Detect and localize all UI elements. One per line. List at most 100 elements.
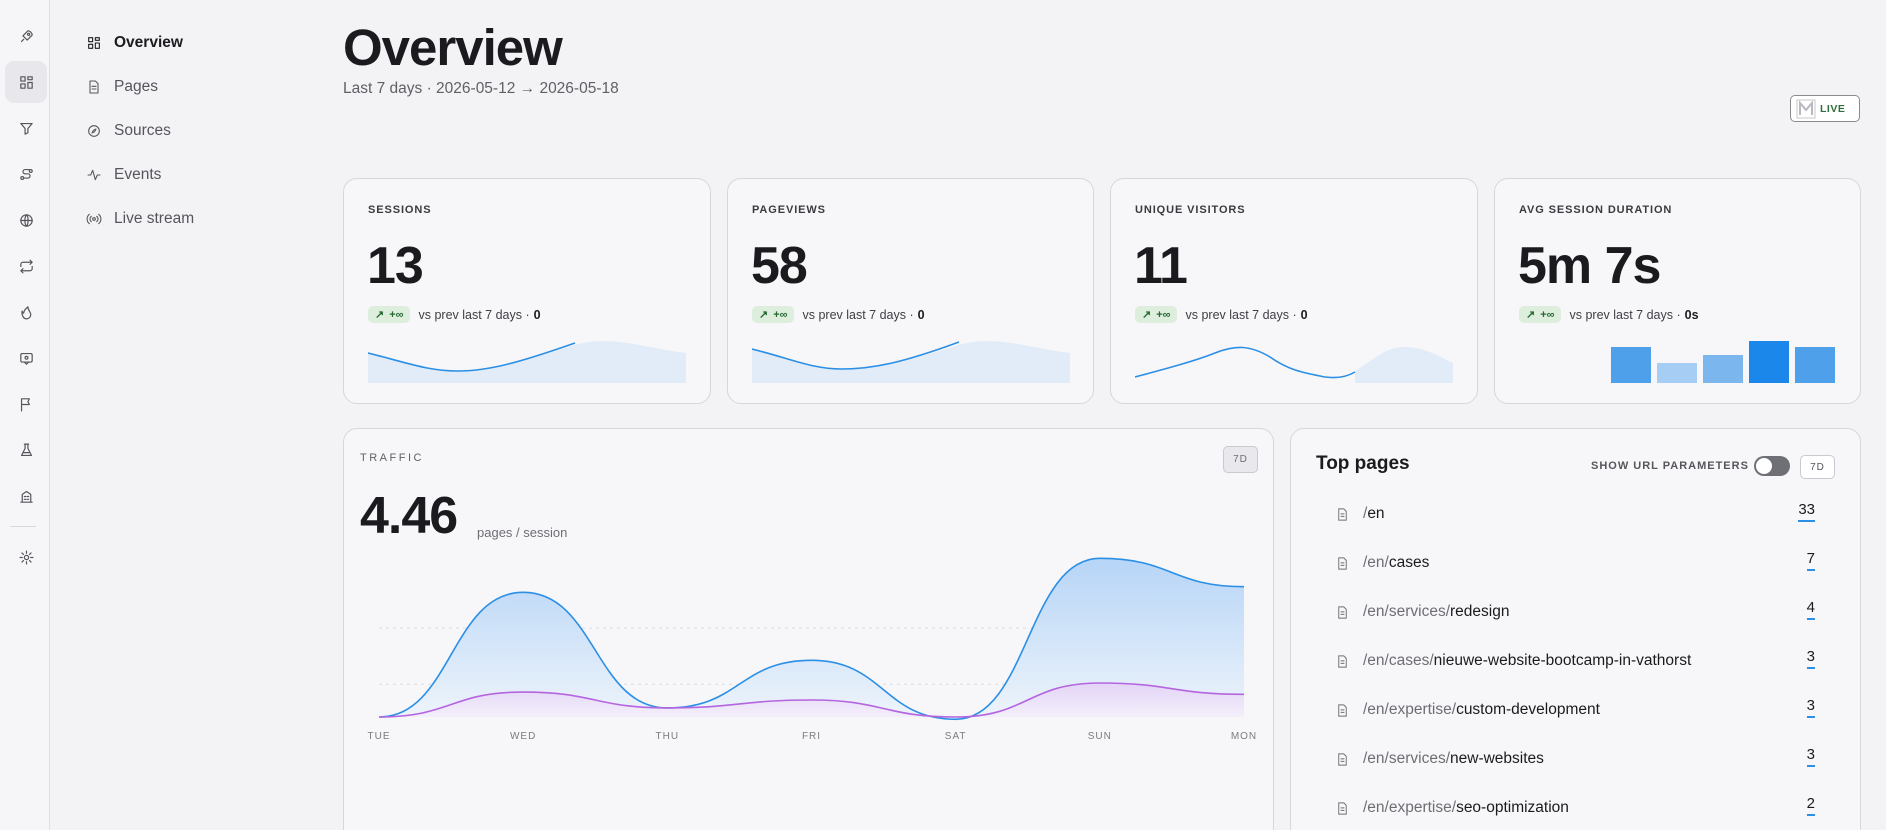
delta-badge: ↗ +∞ xyxy=(368,306,411,323)
page-path: /en/cases xyxy=(1363,554,1429,572)
page-path: /en/expertise/seo-optimization xyxy=(1363,799,1569,817)
path-name: en xyxy=(1367,505,1385,522)
series-line-0 xyxy=(378,557,1245,721)
table-row[interactable]: /en/cases 7 xyxy=(1335,550,1815,576)
compass-icon xyxy=(88,125,100,137)
traffic-value: 4.46 xyxy=(360,487,458,545)
sidebar-item-events[interactable]: Events xyxy=(86,162,161,188)
file-icon xyxy=(89,80,99,94)
message-icon[interactable] xyxy=(5,337,47,379)
file-icon xyxy=(1338,605,1347,619)
page-path: /en/services/redesign xyxy=(1363,603,1509,621)
spark-bar xyxy=(1749,341,1789,383)
delta-text: vs prev last 7 days · xyxy=(1185,307,1297,322)
sidebar-nav: Overview Pages Sources Events Live strea… xyxy=(50,0,300,830)
grid-icon[interactable] xyxy=(5,61,47,103)
building-icon[interactable] xyxy=(5,475,47,517)
sidebar-item-label: Pages xyxy=(114,78,158,95)
stat-label: PAGEVIEWS xyxy=(752,204,826,216)
logo-icon xyxy=(1796,99,1816,118)
path-prefix: /en/cases/ xyxy=(1363,652,1434,669)
repeat-icon[interactable] xyxy=(5,245,47,287)
sidebar-item-live-stream[interactable]: Live stream xyxy=(86,206,194,232)
page-count: 7 xyxy=(1806,551,1815,571)
path-name: seo-optimization xyxy=(1456,799,1569,816)
broadcast-icon xyxy=(86,213,102,225)
top-pages-card: Top pages SHOW URL PARAMETERS 7D /en 33 … xyxy=(1290,428,1861,830)
flame-icon[interactable] xyxy=(5,291,47,333)
stat-value: 11 xyxy=(1134,237,1188,295)
table-row[interactable]: /en 33 xyxy=(1335,501,1815,527)
grid-icon xyxy=(88,37,100,49)
delta-badge: ↗ +∞ xyxy=(752,306,795,323)
path-name: nieuwe-website-bootcamp-in-vathorst xyxy=(1433,652,1692,669)
traffic-card: TRAFFIC 7D 4.46 pages / session TUE WED TH… xyxy=(343,428,1274,830)
stat-label: SESSIONS xyxy=(368,204,432,216)
page-count: 2 xyxy=(1806,796,1815,816)
filter-icon[interactable] xyxy=(5,107,47,149)
table-row[interactable]: /en/cases/nieuwe-website-bootcamp-in-vat… xyxy=(1335,648,1815,674)
range-button[interactable]: 7D xyxy=(1800,455,1835,479)
x-tick-label: SUN xyxy=(1088,731,1112,742)
stat-value: 58 xyxy=(751,237,808,295)
stat-value: 13 xyxy=(367,237,424,295)
path-prefix: / xyxy=(1363,505,1368,522)
sidebar-item-label: Sources xyxy=(114,122,171,139)
live-badge[interactable]: LIVE xyxy=(1790,95,1860,122)
delta-badge: ↗ +∞ xyxy=(1519,306,1562,323)
delta-badge: ↗ +∞ xyxy=(1135,306,1178,323)
sidebar-item-overview[interactable]: Overview xyxy=(86,30,183,56)
live-label: LIVE xyxy=(1820,102,1846,115)
url-params-toggle[interactable] xyxy=(1754,456,1790,476)
table-row[interactable]: /en/services/new-websites 3 xyxy=(1335,746,1815,772)
toggle-knob xyxy=(1756,458,1772,474)
stat-card-unique-visitors: UNIQUE VISITORS 11 ↗ +∞ vs prev last 7 da… xyxy=(1110,178,1478,404)
path-name: new-websites xyxy=(1450,750,1544,767)
x-tick-label: TUE xyxy=(368,731,391,742)
globe-icon[interactable] xyxy=(5,199,47,241)
stat-delta: ↗ +∞ vs prev last 7 days · 0s xyxy=(1519,306,1699,323)
table-row[interactable]: /en/expertise/custom-development 3 xyxy=(1335,697,1815,723)
top-pages-title: Top pages xyxy=(1316,453,1410,474)
file-icon xyxy=(1338,703,1347,717)
path-prefix: /en/services/ xyxy=(1363,750,1451,767)
prev-value: 0 xyxy=(533,307,541,322)
x-tick-label: WED xyxy=(510,731,536,742)
sparkline xyxy=(752,340,1070,383)
page-count: 3 xyxy=(1806,747,1815,767)
page-title: Overview xyxy=(343,19,563,76)
delta-value: +∞ xyxy=(773,308,788,321)
range-button[interactable]: 7D xyxy=(1223,446,1258,473)
stat-delta: ↗ +∞ vs prev last 7 days · 0 xyxy=(368,306,541,323)
rocket-icon[interactable] xyxy=(5,15,47,57)
delta-text: vs prev last 7 days · xyxy=(1569,307,1681,322)
traffic-chart: TUE WED THU FRI SAT SUN MON xyxy=(368,557,1256,742)
sidebar-item-label: Overview xyxy=(114,34,183,51)
file-icon xyxy=(1338,801,1347,815)
page-count: 3 xyxy=(1806,649,1815,669)
traffic-label: TRAFFIC xyxy=(360,452,424,464)
flag-icon[interactable] xyxy=(5,383,47,425)
sparkline xyxy=(368,340,686,383)
bar-sparkline xyxy=(1611,341,1835,383)
sidebar-item-label: Live stream xyxy=(114,210,195,227)
rail-divider xyxy=(10,526,36,527)
route-icon[interactable] xyxy=(5,153,47,195)
table-row[interactable]: /en/services/redesign 4 xyxy=(1335,599,1815,625)
sidebar-item-pages[interactable]: Pages xyxy=(86,74,158,100)
flask-icon[interactable] xyxy=(5,429,47,471)
path-name: custom-development xyxy=(1456,701,1600,718)
path-prefix: /en/expertise/ xyxy=(1363,799,1457,816)
stat-value: 5m 7s xyxy=(1518,237,1661,295)
sidebar-item-sources[interactable]: Sources xyxy=(86,118,171,144)
path-name: redesign xyxy=(1450,603,1510,620)
stat-label: UNIQUE VISITORS xyxy=(1135,204,1246,216)
url-params-label: SHOW URL PARAMETERS xyxy=(1591,460,1749,472)
prev-value: 0 xyxy=(917,307,925,322)
x-tick-label: FRI xyxy=(802,731,821,742)
series-area-0 xyxy=(379,558,1244,720)
table-row[interactable]: /en/expertise/seo-optimization 2 xyxy=(1335,795,1815,821)
file-icon xyxy=(1338,556,1347,570)
gear-icon[interactable] xyxy=(5,536,47,578)
path-prefix: /en/expertise/ xyxy=(1363,701,1457,718)
